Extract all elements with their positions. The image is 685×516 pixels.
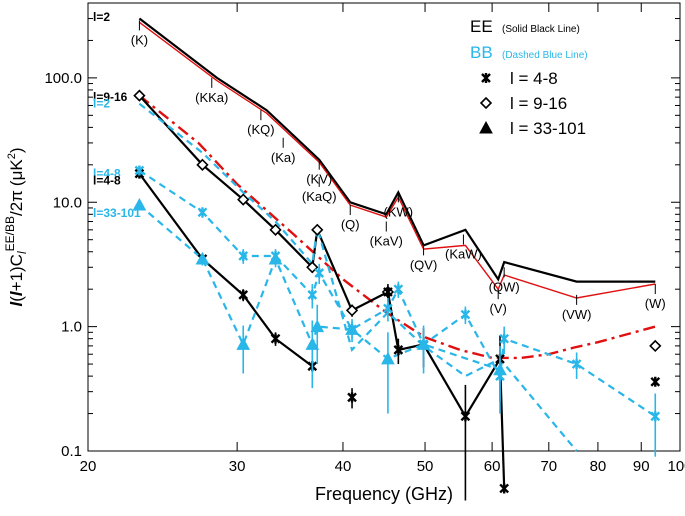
y-tick-label-3: 100.0 [44,70,82,87]
legend-ee-label: EE [470,17,493,36]
data-point-triangle [381,351,395,365]
x-tick-label-8: 100 [667,458,685,475]
y-axis-label: l(l+1)ClEE/BB/2π(μK2) [3,147,29,306]
legend-marker-asterisk [481,73,491,83]
data-point-asterisk [383,286,393,297]
series-line-1 [138,21,656,299]
data-point-asterisk [197,207,208,218]
side-label-2: l=2 [93,97,110,111]
y-tick-label-0: 0.1 [61,443,82,460]
side-label-4: l=4-8 [93,173,121,187]
band-label-13: (VW) [562,307,592,322]
data-point-triangle [195,251,210,265]
y-tick-label-2: 10.0 [53,194,82,211]
band-label-0: (K) [131,32,148,47]
data-point-triangle [493,362,507,376]
x-tick-label-0: 20 [80,458,97,475]
x-tick-label-2: 40 [335,458,352,475]
data-point-triangle [416,337,431,350]
band-label-2: (KQ) [247,122,274,137]
side-label-3: l=4-8 [93,167,121,181]
legend: EE (Solid Black Line) BB (Dashed Blue Line)… [470,17,588,138]
data-point-triangle [305,337,320,350]
legend-ee-note: (Solid Black Line) [502,24,580,35]
data-point-asterisk [383,303,393,314]
data-point-asterisk [460,411,471,422]
series-line-3 [138,94,389,312]
band-label-9: (QV) [410,257,437,272]
isolated-point-1 [649,339,662,353]
data-point-asterisk [650,411,661,422]
band-label-12: (QW) [489,279,520,294]
side-label-5: l=33-101 [93,206,141,220]
isolated-point-0 [347,392,357,403]
data-point-diamond [311,223,324,236]
legend-entry-diamond: l = 9-16 [510,94,567,113]
band-label-11: (V) [490,301,507,316]
band-label-3: (Ka) [271,150,296,165]
x-tick-label-3: 50 [417,458,434,475]
data-point-diamond [345,304,359,317]
data-point-triangle [310,319,325,333]
data-point-triangle [132,197,147,211]
data-point-diamond [133,89,146,102]
data-point-asterisk [499,483,510,494]
data-point-diamond [269,223,282,236]
band-label-1: (KKa) [195,90,228,105]
legend-bb-note: (Dashed Blue Line) [502,50,588,61]
axis-ticks: 20 30 40 50 60 70 80 90 100 0.1 1.0 10.0 100.0 [44,2,685,475]
legend-entry-triangle: l = 33-101 [510,119,586,138]
data-point-asterisk [314,267,325,278]
data-point-asterisk [270,333,281,344]
side-label-0: l=2 [93,10,110,24]
band-label-8: (KW) [384,204,414,219]
x-axis-label: Frequency (GHz) [315,484,453,504]
band-label-14: (W) [645,296,666,311]
plot-frame [87,2,681,452]
series-line-7 [138,102,578,452]
series-line-8 [138,204,501,371]
legend-marker-triangle [479,120,493,134]
side-label-1: l=9-16 [93,90,128,104]
data-point-asterisk [307,289,318,300]
data-point-asterisk [393,284,404,295]
x-tick-label-4: 60 [484,458,501,475]
legend-bb-label: BB [470,43,493,62]
data-point-asterisk [134,165,145,176]
data-point-asterisk [460,309,471,320]
annotation-layer: (K)(KKa)(KQ)(Ka)(KV)(KaQ)(Q)(KaV)(KW)(QV… [131,20,666,322]
data-point-triangle [268,251,283,265]
x-tick-label-7: 90 [633,458,650,475]
band-label-10: (KaW) [445,247,482,262]
data-point-asterisk [238,250,249,261]
data-point-asterisk [393,344,404,355]
series-line-2 [138,94,656,360]
data-point-triangle [236,337,251,350]
legend-entry-asterisk: l = 4-8 [510,69,558,88]
y-tick-label-1: 1.0 [61,319,82,336]
x-tick-label-6: 80 [590,458,607,475]
legend-marker-diamond [479,96,493,110]
x-tick-label-1: 30 [229,458,246,475]
marker-layer [132,89,662,501]
band-label-7: (KaV) [370,234,403,249]
data-point-asterisk [571,359,582,370]
data-point-asterisk [238,289,249,300]
series-line-4 [138,172,313,368]
band-label-5: (KaQ) [302,189,337,204]
data-point-diamond [237,193,250,206]
series-line-0 [138,17,656,283]
x-tick-label-5: 70 [540,458,557,475]
data-point-diamond [196,158,209,171]
side-label-layer: l=2l=9-16l=2l=4-8l=4-8l=33-101 [93,10,141,220]
data-point-triangle [345,322,359,335]
band-label-6: (Q) [341,217,360,232]
data-point-asterisk [499,333,510,344]
isolated-point-2 [650,376,661,387]
